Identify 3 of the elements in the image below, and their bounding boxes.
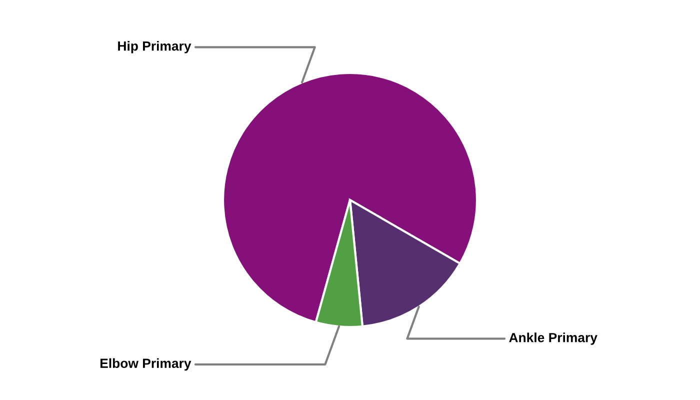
slice-label: Elbow Primary [100, 358, 192, 371]
slice-label: Hip Primary [118, 41, 192, 54]
slice-label: Ankle Primary [509, 332, 598, 345]
